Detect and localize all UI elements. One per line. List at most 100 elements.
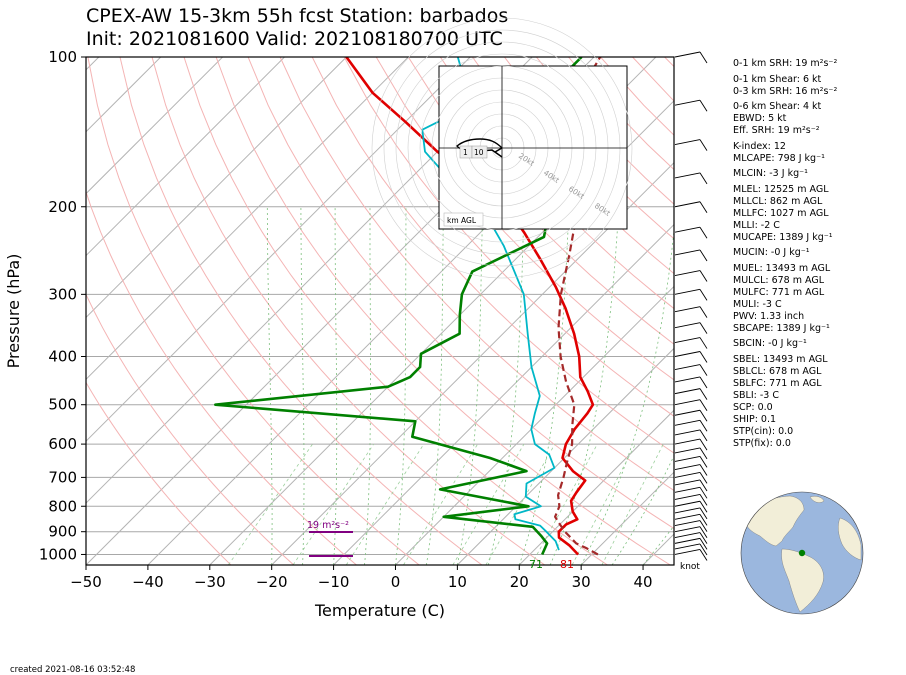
y-axis-label: Pressure (hPa) (4, 254, 23, 369)
sounding-index: 0-1 km Shear: 6 kt (733, 73, 822, 85)
x-tick-label: −20 (256, 573, 288, 591)
hodograph-ring (371, 17, 633, 279)
wind-barbs (674, 51, 708, 561)
sounding-index: EBWD: 5 kt (733, 113, 787, 124)
wind-barb (674, 479, 701, 486)
sounding-index: SCP: 0.0 (733, 401, 773, 413)
wind-barb (674, 429, 701, 436)
wind-barb (674, 364, 701, 371)
wind-barb-flag (699, 447, 708, 460)
isotherm-line (86, 57, 285, 257)
hodograph-legend: km AGL (447, 216, 477, 225)
y-tick-label: 700 (48, 468, 77, 486)
srh-label: 19 m²s⁻² (307, 520, 349, 531)
x-tick-label: −30 (194, 573, 226, 591)
chart-subtitle: Init: 2021081600 Valid: 202108180700 UTC (86, 28, 503, 50)
moist-adiabat (266, 206, 273, 565)
wind-barb-flag (699, 456, 708, 468)
mixing-ratio-line (452, 443, 525, 565)
wind-barb (674, 549, 701, 555)
moist-adiabat (395, 206, 407, 565)
dry-adiabat (183, 57, 608, 565)
wind-barb (674, 464, 701, 470)
wind-barb-flag (699, 226, 708, 239)
mixing-ratio-line (571, 443, 636, 565)
sounding-index: SBCIN: -0 J kg⁻¹ (733, 338, 807, 349)
wind-barb-flag (699, 479, 708, 492)
y-tick-label: 900 (48, 523, 77, 541)
sounding-index: SHIP: 0.1 (733, 413, 777, 425)
dry-adiabat (439, 57, 674, 310)
moist-adiabat (333, 206, 338, 565)
sounding-index: SBLI: -3 C (733, 389, 779, 401)
mixing-ratio-line (345, 443, 425, 565)
srh-marker: 19 m²s⁻² (307, 520, 353, 557)
dry-adiabat (86, 381, 232, 565)
wind-barb-flag (699, 364, 708, 376)
x-tick-label: 0 (391, 573, 401, 591)
wind-barb (674, 322, 701, 329)
x-tick-label: −10 (318, 573, 350, 591)
wind-barb (674, 409, 701, 416)
wind-barb-flag (699, 472, 708, 484)
hodograph-height-label: 1 (463, 148, 468, 157)
wind-barb (674, 337, 701, 343)
wind-barb (674, 201, 701, 208)
isotherm-line (86, 57, 162, 133)
dry-adiabat (825, 57, 906, 565)
x-tick-label: 30 (572, 573, 591, 591)
y-tick-label: 100 (48, 48, 77, 66)
sounding-index: STP(fix): 0.0 (733, 437, 791, 449)
isotherm-line (518, 409, 674, 565)
wind-barb-flag (699, 410, 708, 422)
wind-barb (674, 376, 701, 383)
wind-barb (674, 532, 701, 539)
wind-barb (674, 351, 701, 357)
isotherm-line (457, 347, 674, 565)
wind-barb-flag (699, 549, 708, 561)
wind-barb (674, 455, 701, 462)
created-timestamp: created 2021-08-16 03:52:48 (10, 665, 136, 675)
dry-adiabat (87, 57, 420, 565)
wind-barb-flag (699, 337, 708, 349)
dry-adiabat (407, 57, 674, 345)
wind-barb (674, 543, 701, 550)
wind-barb-flag (699, 249, 708, 262)
sounding-index: MUEL: 13493 m AGL (733, 262, 831, 274)
wind-barb (674, 270, 701, 276)
chart-title: CPEX-AW 15-3km 55h fcst Station: barbado… (86, 5, 509, 27)
wind-barb-flag (699, 429, 708, 442)
wind-barb (674, 486, 701, 493)
surface-dewpoint-label: 71 (529, 558, 543, 571)
y-tick-label: 500 (48, 396, 77, 414)
wind-barb-flag (699, 543, 708, 556)
dry-adiabat (311, 57, 674, 454)
wind-barb-flag (699, 99, 708, 112)
wind-barb (674, 471, 701, 478)
plot-frame (85, 56, 675, 566)
wind-barb-flag (699, 172, 708, 185)
wind-barb (674, 537, 701, 544)
sounding-index: STP(cin): 0.0 (733, 425, 794, 437)
dry-adiabat (279, 57, 674, 492)
mixing-ratio-line (292, 443, 375, 565)
y-tick-label: 600 (48, 435, 77, 453)
isotherm-line (86, 57, 471, 442)
mixing-ratio-line (530, 443, 598, 565)
wind-barb-flag (699, 306, 708, 318)
wind-barb (674, 513, 701, 520)
sounding-index: MLLI: -2 C (733, 219, 780, 231)
wind-barb-flag (699, 464, 708, 476)
wind-barb-flag (699, 388, 708, 400)
wind-barb (674, 99, 701, 106)
wind-barb-flag (699, 139, 708, 151)
hodograph-height-label: 10 (474, 148, 484, 157)
wind-barb (674, 288, 701, 295)
dry-adiabat (86, 293, 295, 565)
wind-barb-flag (699, 420, 708, 432)
sounding-index: 0-6 km Shear: 4 kt (733, 101, 822, 112)
wind-barb-flag (699, 438, 708, 451)
wind-barb-flag (699, 399, 708, 411)
sounding-index: MULCL: 678 m AGL (733, 274, 825, 286)
